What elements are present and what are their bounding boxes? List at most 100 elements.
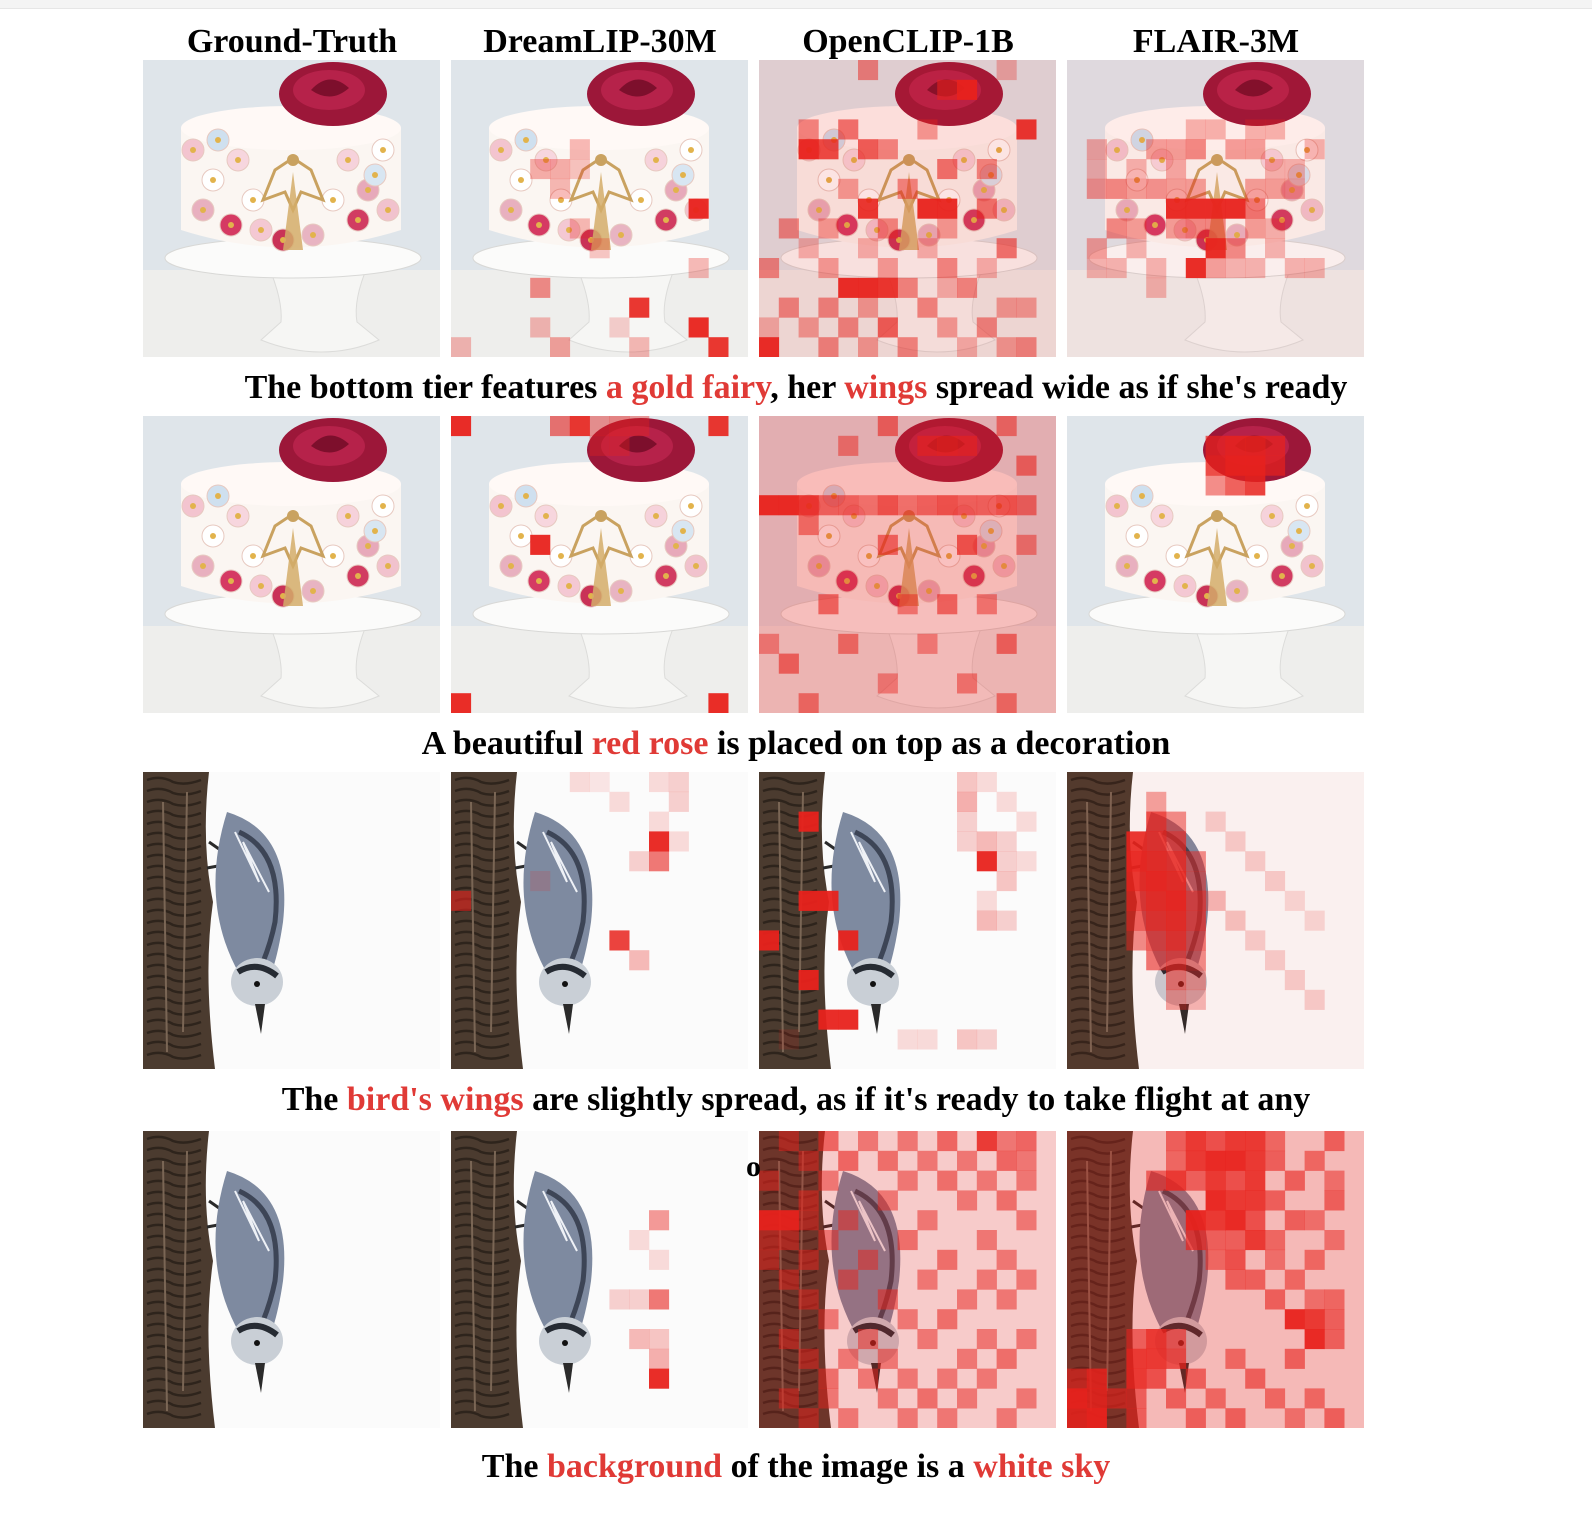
heatmap-cell — [996, 910, 1017, 931]
heatmap-cell — [1205, 1150, 1226, 1171]
caption-text: spread wide as if she's ready — [927, 369, 1348, 406]
heatmap-cell — [976, 1368, 997, 1389]
heatmap-cell — [818, 594, 839, 615]
row-caption: A beautiful red rose is placed on top as… — [0, 724, 1592, 764]
heatmap-cell — [609, 1289, 630, 1310]
heatmap-cell — [1185, 178, 1206, 199]
heatmap-cell — [1205, 455, 1226, 476]
heatmap-cell — [877, 1190, 898, 1211]
heatmap-cell — [917, 495, 938, 516]
bird-illustration — [451, 1131, 748, 1428]
heatmap-cell — [1284, 1408, 1305, 1428]
heatmap-cell — [957, 1348, 978, 1369]
heatmap-cell — [451, 337, 472, 357]
heatmap-cell — [1284, 1309, 1305, 1330]
heatmap-cell — [708, 416, 729, 437]
heatmap-cell — [1146, 831, 1167, 852]
heatmap-cell — [1126, 178, 1147, 199]
heatmap-cell — [1106, 258, 1127, 279]
attention-heatmap — [1067, 60, 1364, 357]
heatmap-cell — [1265, 178, 1286, 199]
heatmap-cell — [1016, 1388, 1037, 1409]
heatmap-cell — [1324, 1309, 1345, 1330]
heatmap-cell — [1284, 890, 1305, 911]
ground-truth-panel — [143, 416, 440, 713]
heatmap-cell — [1205, 1230, 1226, 1251]
cake-illustration — [451, 416, 748, 713]
heatmap-cell — [1146, 277, 1167, 298]
heatmap-cell — [1126, 871, 1147, 892]
heatmap-cell — [976, 1269, 997, 1290]
heatmap-cell — [996, 1249, 1017, 1270]
heatmap-cell — [1324, 1230, 1345, 1251]
heatmap-cell — [629, 337, 650, 357]
heatmap-cell — [1185, 1150, 1206, 1171]
heatmap-cell — [1304, 258, 1325, 279]
heatmap-cell — [1185, 198, 1206, 219]
heatmap-cell — [858, 139, 879, 160]
heatmap-cell — [897, 495, 918, 516]
heatmap-cell — [1324, 1289, 1345, 1310]
heatmap-cell — [858, 297, 879, 318]
heatmap-cell — [1225, 455, 1246, 476]
heatmap-cell — [818, 139, 839, 160]
column-header: FLAIR-3M — [1132, 23, 1300, 60]
heatmap-cell — [1205, 1249, 1226, 1270]
heatmap-cell — [798, 1249, 819, 1270]
heatmap-cell — [1304, 1249, 1325, 1270]
caption-highlight: background — [546, 1448, 723, 1485]
heatmap-cell — [996, 851, 1017, 872]
heatmap-cell — [778, 1329, 799, 1350]
heatmap-cell — [1166, 198, 1187, 219]
heatmap-cell — [778, 1269, 799, 1290]
heatmap-cell — [1265, 1190, 1286, 1211]
heatmap-cell — [668, 831, 689, 852]
heatmap-cell — [858, 198, 879, 219]
caption-highlight: white sky — [973, 1448, 1111, 1485]
heatmap-cell — [1016, 495, 1037, 516]
attention-heatmap — [759, 416, 1056, 713]
heatmap-cell — [818, 337, 839, 357]
flair-panel — [1067, 60, 1364, 357]
heatmap-cell — [609, 791, 630, 812]
heatmap-cell — [778, 297, 799, 318]
heatmap-cell — [976, 890, 997, 911]
heatmap-cell — [530, 277, 551, 298]
heatmap-cell — [1284, 1269, 1305, 1290]
caption-highlight: red rose — [591, 725, 709, 762]
heatmap-cell — [877, 534, 898, 555]
heatmap-cell — [957, 831, 978, 852]
bird-illustration — [143, 772, 440, 1069]
heatmap-cell — [1016, 1131, 1037, 1152]
heatmap-cell — [778, 1131, 799, 1152]
dreamlip-panel — [451, 416, 748, 713]
heatmap-cell — [1284, 258, 1305, 279]
heatmap-cell — [1126, 930, 1147, 951]
heatmap-cell — [759, 633, 780, 654]
heatmap-cell — [996, 1348, 1017, 1369]
heatmap-cell — [1205, 1388, 1226, 1409]
heatmap-cell — [1086, 1368, 1107, 1389]
heatmap-cell — [1284, 970, 1305, 991]
heatmap-cell — [877, 258, 898, 279]
heatmap-cell — [897, 277, 918, 298]
heatmap-cell — [838, 317, 859, 338]
heatmap-cell — [838, 277, 859, 298]
heatmap-cell — [1304, 989, 1325, 1010]
heatmap-cell — [996, 633, 1017, 654]
heatmap-cell — [589, 772, 610, 793]
heatmap-cell — [1225, 831, 1246, 852]
heatmap-cell — [897, 1131, 918, 1152]
heatmap-cell — [1245, 178, 1266, 199]
heatmap-cell — [629, 851, 650, 872]
heatmap-cell — [917, 238, 938, 259]
heatmap-cell — [1185, 890, 1206, 911]
heatmap-cell — [838, 633, 859, 654]
heatmap-cell — [759, 930, 780, 951]
heatmap-cell — [1166, 831, 1187, 852]
heatmap-cell — [530, 534, 551, 555]
heatmap-cell — [649, 772, 670, 793]
heatmap-cell — [798, 1408, 819, 1428]
heatmap-cell — [1265, 1230, 1286, 1251]
heatmap-cell — [778, 1210, 799, 1231]
